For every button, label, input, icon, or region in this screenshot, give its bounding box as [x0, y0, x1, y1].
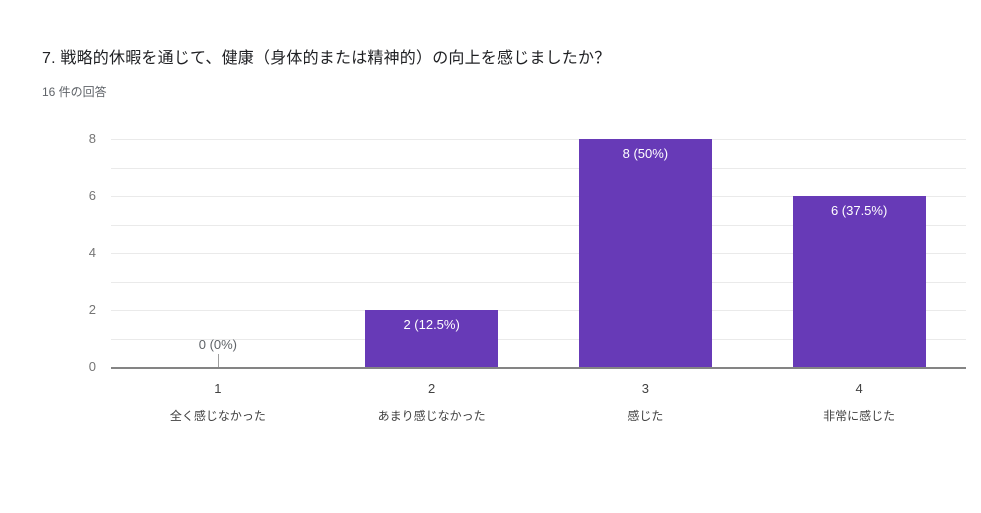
x-axis-category-label: 全く感じなかった	[169, 409, 266, 423]
page-title: 7. 戦略的休暇を通じて、健康（身体的または精神的）の向上を感じましたか？	[42, 50, 611, 67]
y-axis-tick-label: 6	[88, 188, 96, 203]
x-axis-tick-label: 1	[214, 381, 222, 396]
gridline	[111, 224, 966, 226]
y-axis-tick-label: 2	[88, 302, 96, 317]
gridline	[111, 196, 966, 197]
y-axis-tick-label: 8	[88, 131, 96, 146]
responses-count: 16 件の回答	[42, 85, 107, 99]
x-axis-category-label: 感じた	[627, 409, 664, 423]
gridline	[111, 167, 966, 169]
x-axis-tick-label: 4	[855, 381, 863, 396]
bar-value-label: 6 (37.5%)	[830, 203, 888, 218]
bar-value-label: 8 (50%)	[622, 146, 669, 161]
bar[interactable]	[578, 139, 712, 367]
bar-value-label: 2 (12.5%)	[403, 317, 460, 332]
bar[interactable]	[365, 310, 499, 367]
x-axis-tick-label: 2	[428, 381, 436, 396]
y-axis-tick-label: 4	[88, 245, 96, 260]
bar[interactable]	[792, 196, 926, 367]
x-axis-category-label: あまり感じなかった	[377, 409, 486, 423]
gridline	[111, 310, 966, 311]
x-axis-tick-label: 3	[641, 381, 649, 396]
plot-area: 0 2 4 6 8 0 (0%) 1 全く感じなかった 2 (12.5%) 2 あまり感じなかった 8…	[89, 131, 966, 423]
gridline	[111, 139, 966, 140]
gridline	[111, 253, 966, 254]
gridline	[111, 281, 966, 283]
y-axis-tick-label: 0	[88, 359, 96, 374]
x-axis-category-label: 非常に感じた	[823, 409, 896, 423]
bar-value-label: 0 (0%)	[198, 337, 238, 352]
zero-value-leader-line	[217, 354, 219, 367]
gridline	[111, 338, 966, 340]
